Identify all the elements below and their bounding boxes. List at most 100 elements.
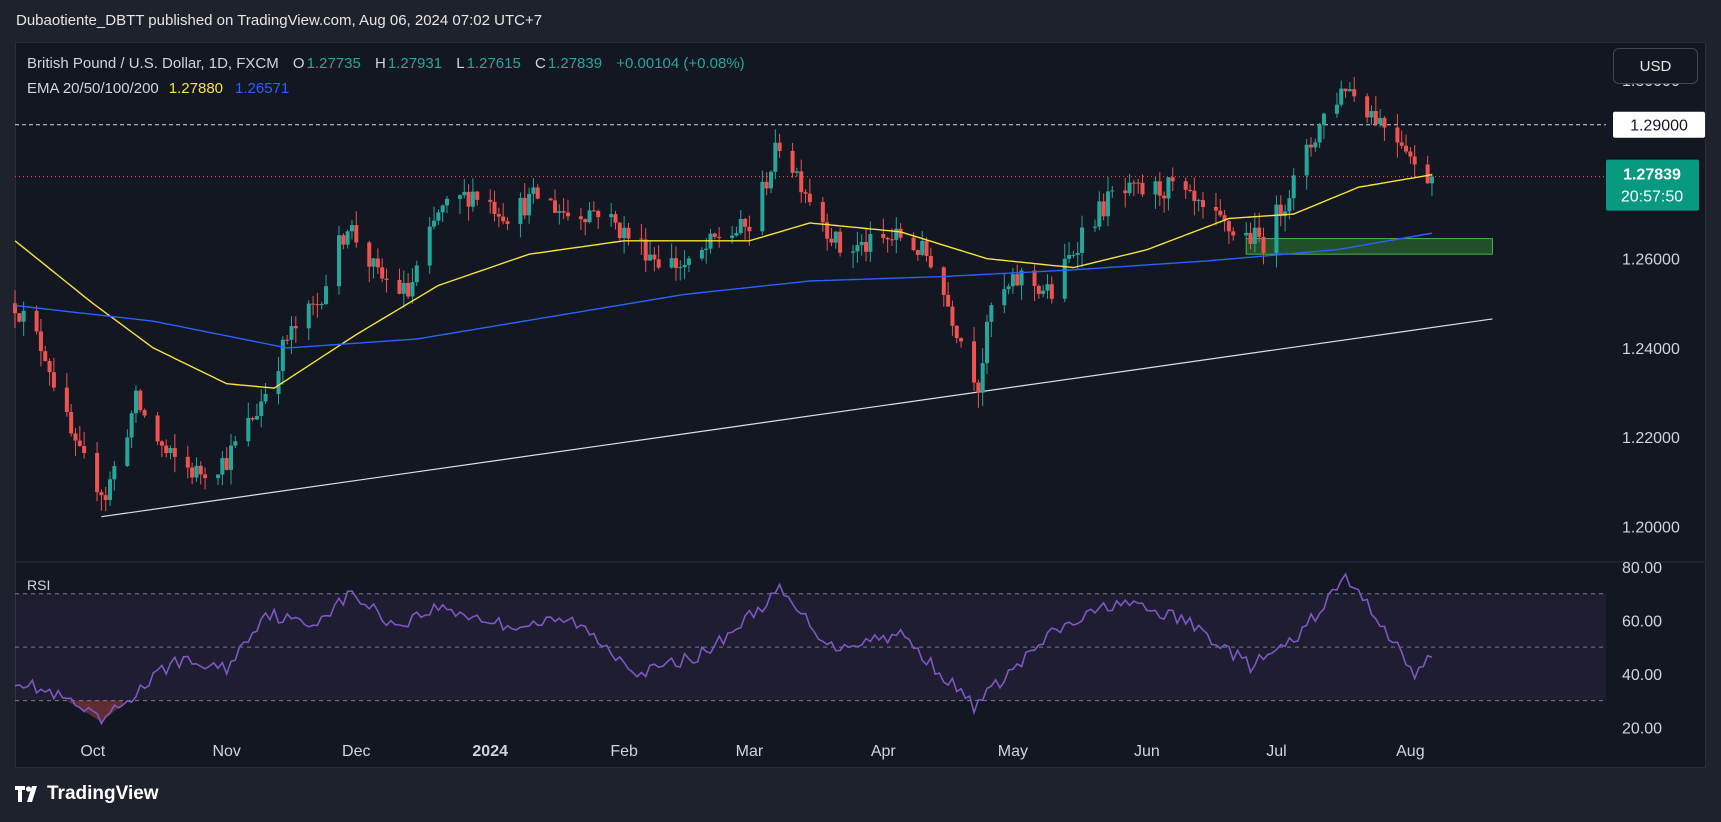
- rsi-line: [14, 572, 1433, 726]
- candle-body: [470, 191, 475, 207]
- candle-body: [367, 242, 372, 267]
- candle-body: [803, 192, 808, 194]
- candle-body: [928, 255, 933, 268]
- candle-body: [501, 216, 506, 222]
- candle-body: [622, 227, 627, 239]
- candle-body: [1067, 254, 1072, 259]
- candle-body: [648, 254, 653, 261]
- rsi-axis-tick: 20.00: [1622, 720, 1662, 737]
- candle-body: [1140, 182, 1145, 195]
- candle-body: [920, 240, 925, 255]
- candle-body: [639, 238, 644, 240]
- candle-body: [492, 201, 497, 215]
- legend-close-value: 1.27839: [547, 55, 603, 72]
- header-bar: Dubaotiente_DBTT published on TradingVie…: [0, 0, 1721, 40]
- legend-open-label: O: [292, 55, 305, 72]
- candle-body: [1166, 177, 1171, 199]
- candle-body: [1317, 124, 1322, 143]
- candle-body: [445, 198, 449, 206]
- candle-body: [1136, 182, 1141, 184]
- candle-body: [1157, 181, 1162, 196]
- candle-body: [915, 250, 920, 255]
- candle-body: [1252, 227, 1257, 244]
- candle-body: [285, 339, 290, 341]
- candle-body: [1313, 142, 1318, 148]
- candle-body: [1309, 144, 1313, 148]
- candle-body: [108, 479, 113, 501]
- candle-body: [669, 258, 674, 268]
- candle-body: [17, 313, 22, 322]
- candle-body: [1343, 88, 1348, 92]
- candle-body: [868, 234, 873, 252]
- candle-body: [1404, 145, 1409, 152]
- candle-body: [1170, 177, 1175, 182]
- candle-body: [319, 304, 324, 306]
- legend-high-value: 1.27931: [387, 55, 443, 72]
- time-axis-tick: Aug: [1396, 743, 1424, 760]
- candle-body: [825, 222, 830, 239]
- candle-body: [1365, 96, 1370, 118]
- candle-body: [522, 197, 527, 216]
- candle-body: [1248, 232, 1253, 244]
- candle-body: [142, 410, 147, 416]
- candle-body: [82, 445, 87, 453]
- candle-body: [69, 411, 74, 434]
- candle-body: [959, 338, 964, 342]
- candle-body: [1188, 189, 1193, 191]
- candle-body: [976, 382, 981, 393]
- legend-symbol[interactable]: British Pound / U.S. Dollar, 1D, FXCM: [27, 55, 279, 72]
- candle-body: [561, 211, 566, 213]
- candle-body: [220, 458, 225, 475]
- candle-body: [643, 239, 648, 261]
- currency-button[interactable]: USD: [1613, 48, 1698, 84]
- candle-body: [341, 235, 346, 245]
- candle-body: [833, 231, 838, 243]
- candle-body: [1304, 144, 1309, 176]
- candle-body: [289, 326, 294, 340]
- candle-body: [1201, 200, 1205, 208]
- candle-body: [613, 214, 618, 223]
- candle-body: [34, 310, 39, 332]
- candle-body: [954, 325, 959, 339]
- candle-body: [583, 219, 588, 223]
- candle-body: [229, 445, 233, 470]
- support-zone: [1245, 238, 1493, 255]
- time-axis-tick: 2024: [472, 743, 508, 760]
- candle-body: [1153, 181, 1158, 195]
- resistance-price-tag: [1613, 111, 1705, 138]
- candle-body: [1045, 284, 1050, 291]
- candle-body: [1334, 104, 1339, 114]
- candle-body: [505, 221, 510, 224]
- candle-body: [462, 191, 467, 196]
- candle-body: [1131, 182, 1136, 184]
- candles-group: [13, 76, 1434, 512]
- candle-body: [1010, 274, 1015, 287]
- candle-body: [617, 222, 622, 239]
- candle-body: [337, 235, 341, 287]
- candle-body: [488, 199, 493, 202]
- candle-body: [859, 241, 864, 246]
- candle-body: [324, 286, 329, 305]
- candle-body: [1244, 232, 1249, 236]
- candle-body: [1352, 89, 1357, 97]
- candle-body: [985, 321, 989, 364]
- candle-body: [43, 351, 48, 362]
- candle-body: [496, 214, 501, 217]
- candle-body: [596, 210, 601, 218]
- candle-body: [1049, 284, 1054, 299]
- candle-body: [1382, 117, 1387, 128]
- candle-body: [349, 225, 354, 232]
- candle-body: [807, 193, 812, 203]
- candle-body: [894, 228, 899, 240]
- candle-body: [99, 492, 104, 496]
- candle-body: [155, 415, 160, 442]
- candle-body: [518, 197, 523, 224]
- tradingview-logo[interactable]: TradingView: [15, 783, 159, 805]
- candle-body: [198, 465, 203, 475]
- candle-body: [1261, 236, 1266, 253]
- candle-body: [246, 417, 251, 442]
- ema-label[interactable]: EMA 20/50/100/200: [27, 80, 159, 97]
- time-axis-tick: Nov: [212, 743, 240, 760]
- candle-body: [410, 282, 415, 297]
